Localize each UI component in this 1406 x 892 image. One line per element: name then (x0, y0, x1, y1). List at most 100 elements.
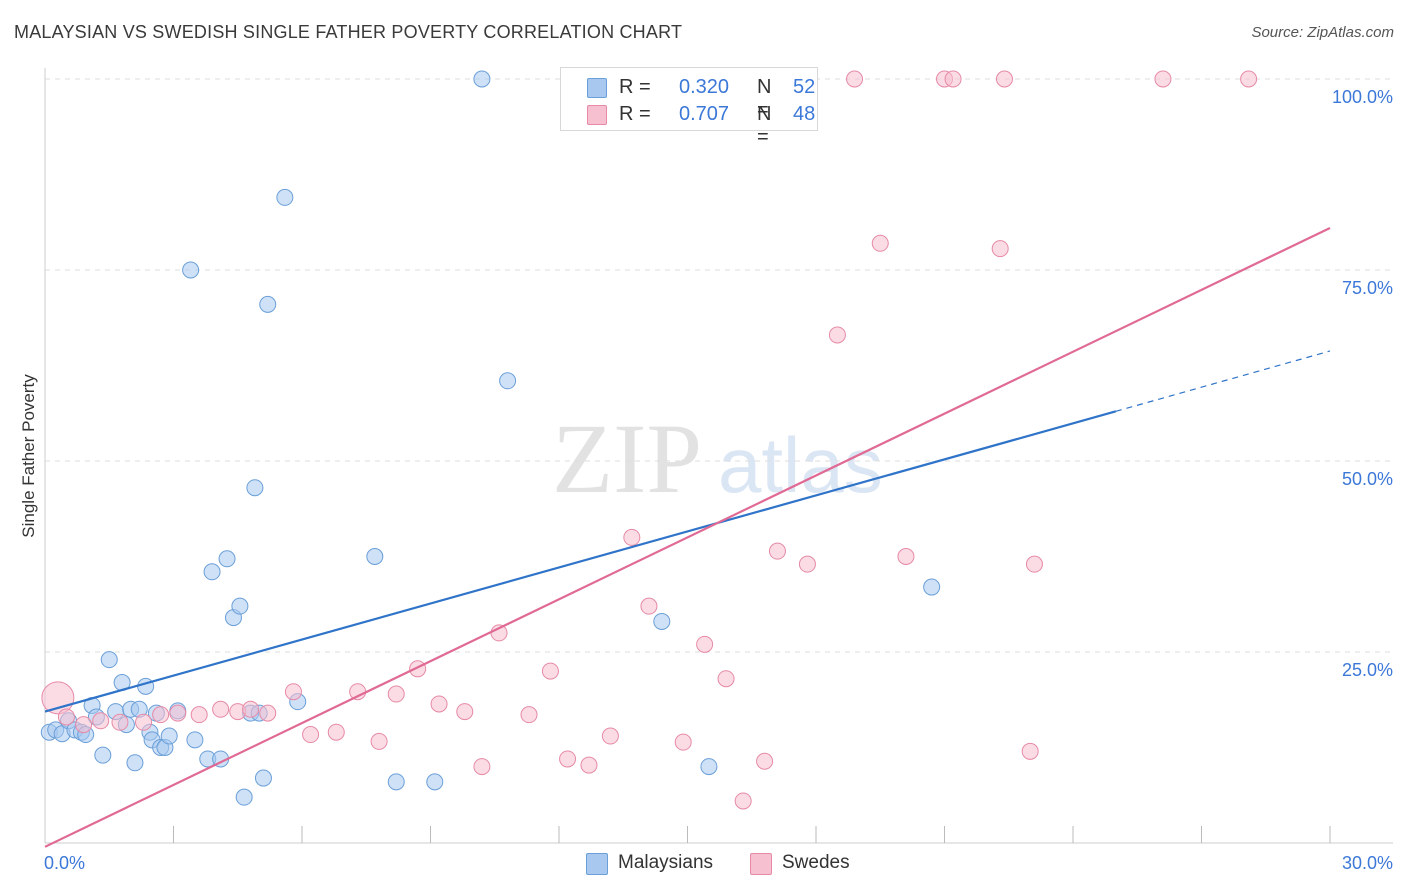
swedes-point (734, 792, 752, 810)
swedes-point (242, 700, 260, 718)
swedes-point (1240, 70, 1258, 88)
swedes-point (409, 660, 427, 678)
swedes-point (674, 733, 692, 751)
axes (44, 68, 1393, 844)
malaysians-point (499, 372, 517, 390)
legend-r-value: 0.320 (679, 76, 730, 98)
malaysians-point (259, 295, 277, 313)
malaysians-point (653, 612, 671, 630)
swedes-point (430, 695, 448, 713)
swedes-point (871, 234, 889, 252)
swedes-point (944, 70, 962, 88)
swedes-point (1025, 555, 1043, 573)
malaysians-trend-line (44, 410, 1117, 713)
swedes-point (75, 716, 93, 734)
swedes-point (190, 706, 208, 724)
gridlines (45, 78, 1393, 653)
legend-n-label: N = (757, 103, 772, 148)
legend-n-value: 48 (793, 103, 816, 125)
swedes-point (897, 548, 915, 565)
swedes-point (991, 240, 1009, 258)
malaysians-point (203, 563, 221, 581)
y-tick-label: 50.0% (1342, 469, 1393, 489)
swedes-point (169, 704, 187, 722)
swedes-point (135, 713, 153, 731)
swedes-point (456, 703, 474, 721)
x-tick-label-min: 0.0% (44, 853, 85, 873)
malaysians-point (276, 188, 294, 206)
malaysians-swatch (586, 853, 608, 875)
malaysians-point (235, 788, 253, 806)
malaysians-trend-extension (1115, 350, 1331, 412)
x-tick-label-max: 30.0% (1342, 853, 1393, 873)
legend-r-value: 0.707 (679, 103, 730, 125)
malaysians-point (182, 261, 200, 279)
legend-n-label: N = (757, 76, 772, 121)
swedes-point (717, 670, 735, 688)
swedes-point (828, 326, 846, 344)
x-ticks (173, 826, 1331, 843)
malaysians-point (700, 758, 718, 776)
swedes-point (995, 70, 1013, 88)
malaysians-point (126, 754, 144, 772)
legend-r-label: R = (619, 103, 651, 125)
swedes-point (302, 726, 320, 744)
watermark-zip: ZIP (552, 403, 702, 514)
swedes-point (212, 700, 230, 718)
malaysians-points (40, 70, 941, 806)
y-tick-label: 75.0% (1342, 278, 1393, 298)
y-axis-label: Single Father Poverty (19, 374, 38, 538)
y-tick-label: 25.0% (1342, 660, 1393, 680)
malaysians-point (231, 597, 249, 615)
swedes-point (541, 662, 559, 680)
malaysians-point (254, 769, 272, 787)
malaysians-point (186, 731, 204, 749)
swedes-point (768, 542, 786, 560)
swedes-point (1021, 742, 1039, 760)
trend-lines (44, 226, 1331, 848)
legend-n-value: 52 (793, 76, 816, 98)
swedes-point (520, 706, 538, 724)
swedes-point (327, 723, 345, 741)
y-tick-label: 100.0% (1332, 87, 1393, 107)
malaysians-point (366, 548, 384, 565)
swedes-point (111, 713, 129, 731)
chart-title: MALAYSIAN VS SWEDISH SINGLE FATHER POVER… (14, 22, 683, 42)
malaysians-point (923, 578, 941, 596)
malaysians-point (246, 479, 264, 497)
swedes-swatch (750, 853, 772, 875)
malaysians-point (473, 70, 491, 88)
legend-r-label: R = (619, 76, 651, 98)
malaysians-swatch (587, 78, 607, 98)
malaysians-point (426, 773, 444, 791)
malaysians-point (160, 727, 178, 745)
watermark-atlas: atlas (718, 421, 883, 509)
legend-label-malaysians: Malaysians (618, 852, 714, 873)
swedes-point (580, 756, 598, 774)
swedes-point (623, 528, 641, 546)
source-label: Source: ZipAtlas.com (1251, 24, 1394, 41)
swedes-point (152, 706, 170, 724)
y-tick-labels: 25.0% 50.0% 75.0% 100.0% (1332, 87, 1393, 680)
swedes-point (92, 712, 110, 730)
swedes-trend-line (44, 226, 1331, 848)
swedes-point (1154, 70, 1172, 88)
swedes-point (696, 635, 714, 653)
swedes-swatch (587, 105, 607, 125)
swedes-point (640, 597, 658, 615)
malaysians-point (387, 773, 405, 791)
swedes-point (756, 752, 774, 770)
swedes-points (41, 70, 1258, 810)
swedes-point (259, 704, 277, 722)
swedes-point (473, 758, 491, 776)
swedes-point (370, 732, 388, 750)
swedes-point (601, 727, 619, 745)
legend-label-swedes: Swedes (782, 852, 850, 873)
swedes-point (846, 70, 864, 88)
swedes-point (57, 708, 75, 726)
zipatlas-watermark: ZIP atlas (552, 403, 883, 514)
malaysians-point (218, 550, 236, 568)
swedes-point (559, 750, 577, 768)
swedes-point (798, 555, 816, 573)
